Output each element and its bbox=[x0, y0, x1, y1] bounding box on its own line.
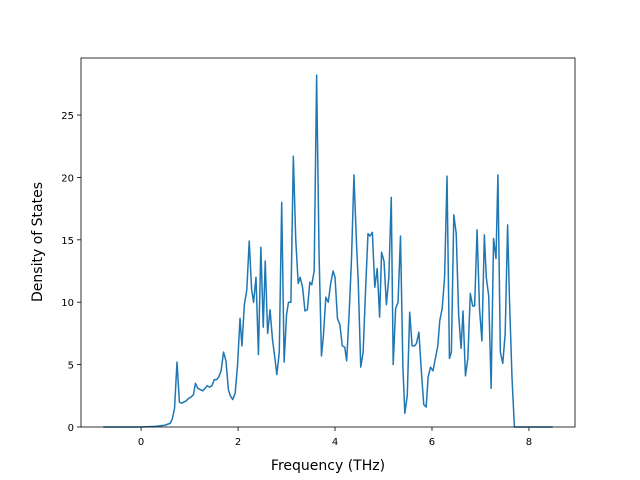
y-tick-label: 15 bbox=[61, 236, 74, 247]
y-tick-label: 25 bbox=[61, 111, 74, 122]
plot-frame bbox=[80, 57, 576, 428]
x-tick-label: 2 bbox=[235, 437, 241, 448]
x-tick-label: 6 bbox=[429, 437, 435, 448]
x-tick-label: 8 bbox=[526, 437, 532, 448]
y-tick-label: 0 bbox=[68, 423, 74, 434]
data-line bbox=[103, 74, 553, 428]
x-axis-label: Frequency (THz) bbox=[271, 458, 385, 474]
y-tick-label: 20 bbox=[61, 173, 74, 184]
y-axis-label: Density of States bbox=[30, 182, 46, 302]
y-tick-label: 10 bbox=[61, 298, 74, 309]
x-tick-label: 4 bbox=[332, 437, 338, 448]
x-tick-label: 0 bbox=[138, 437, 144, 448]
y-tick-label: 5 bbox=[68, 361, 74, 372]
